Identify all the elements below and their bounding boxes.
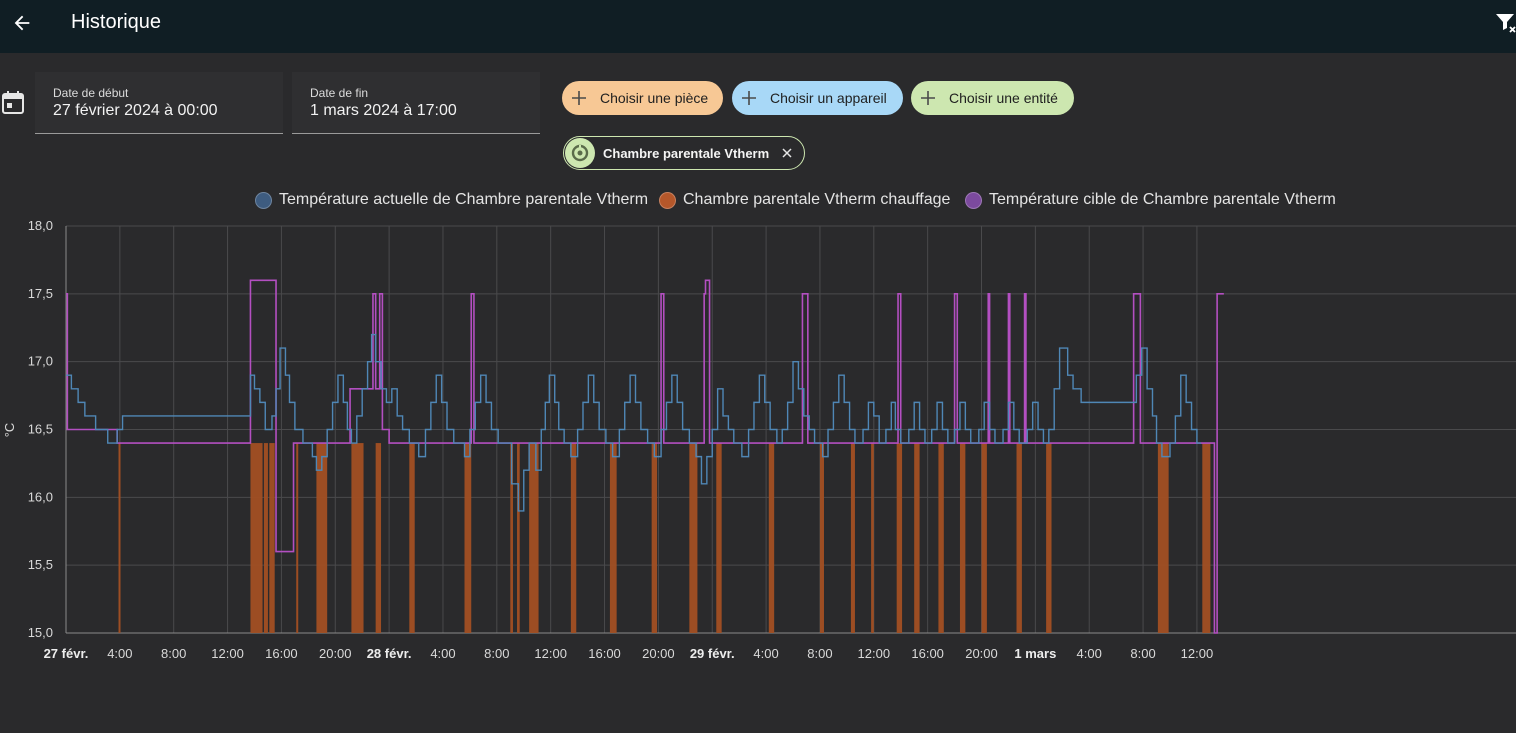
heating-bar <box>375 443 382 633</box>
thermostat-icon <box>565 138 595 168</box>
history-chart[interactable]: 15,0 15,5 16,0 16,5 17,0 17,5 18,0 27 févr. 4:00… <box>0 210 1516 680</box>
choose-entity-label: Choisir une entité <box>949 90 1058 106</box>
calendar-icon[interactable] <box>1 90 25 121</box>
y-tick-label: 15,0 <box>28 625 53 640</box>
heating-bar <box>689 443 698 633</box>
legend-label: Température cible de Chambre parentale V… <box>989 191 1336 208</box>
x-tick-label: 12:00 <box>211 646 244 661</box>
plus-icon <box>740 89 758 107</box>
heating-bar <box>850 443 855 633</box>
legend-label: Chambre parentale Vtherm chauffage <box>683 191 951 208</box>
legend-item-heating[interactable]: Chambre parentale Vtherm chauffage <box>659 189 950 211</box>
heating-bar <box>651 443 658 633</box>
actual-temp-line <box>66 333 1201 512</box>
y-tick-label: 16,5 <box>28 422 53 437</box>
heating-bar <box>1202 443 1211 633</box>
page-title: Historique <box>71 11 162 33</box>
heating-bar <box>1157 443 1169 633</box>
legend-swatch <box>659 191 676 209</box>
y-tick-label: 18,0 <box>28 218 53 233</box>
heating-bar <box>316 443 328 633</box>
legend-item-target-temp[interactable]: Température cible de Chambre parentale V… <box>965 189 1336 211</box>
x-tick-label: 8:00 <box>484 646 509 661</box>
heating-bar <box>938 443 944 633</box>
heating-bar <box>914 443 920 633</box>
heating-bar <box>250 443 263 633</box>
heating-bar <box>517 443 520 633</box>
x-tick-label: 4:00 <box>1077 646 1102 661</box>
legend-swatch <box>255 191 272 209</box>
legend-label: Température actuelle de Chambre parental… <box>279 191 649 208</box>
start-date-field[interactable]: Date de début 27 février 2024 à 00:00 <box>35 72 283 134</box>
plus-icon <box>570 89 588 107</box>
y-tick-label: 15,5 <box>28 557 53 572</box>
x-tick-label: 12:00 <box>534 646 567 661</box>
end-date-label: Date de fin <box>310 86 369 100</box>
heating-bar <box>409 443 415 633</box>
y-axis-label: °C <box>2 423 17 438</box>
heating-bar <box>296 443 299 633</box>
heating-bar <box>464 443 472 633</box>
heating-bar <box>959 443 966 633</box>
y-tick-label: 17,0 <box>28 354 53 369</box>
back-arrow-icon[interactable] <box>8 9 36 37</box>
start-date-label: Date de début <box>53 86 129 100</box>
x-tick-label: 8:00 <box>807 646 832 661</box>
x-tick-label: 16:00 <box>911 646 944 661</box>
x-tick-label: 4:00 <box>107 646 132 661</box>
heating-bar <box>716 443 722 633</box>
x-tick-label: 12:00 <box>1181 646 1214 661</box>
selected-entity-name: Chambre parentale Vtherm <box>603 145 770 161</box>
start-date-value: 27 février 2024 à 00:00 <box>53 102 218 119</box>
x-tick-label: 8:00 <box>161 646 186 661</box>
heating-bar <box>896 443 903 633</box>
heating-bar <box>269 443 275 633</box>
heating-bar <box>768 443 775 633</box>
end-date-value: 1 mars 2024 à 17:00 <box>310 102 457 119</box>
heating-bar <box>981 443 987 633</box>
x-tick-label: 27 févr. <box>44 646 89 661</box>
top-app-bar: Historique <box>0 0 1516 53</box>
target-temp-line <box>66 279 1224 634</box>
heating-bar <box>819 443 824 633</box>
legend-item-actual-temp[interactable]: Température actuelle de Chambre parental… <box>255 189 648 211</box>
selected-entity-chip[interactable]: Chambre parentale Vtherm <box>563 136 805 170</box>
heating-bar <box>263 443 268 633</box>
y-tick-label: 17,5 <box>28 286 53 301</box>
heating-bar <box>871 443 874 633</box>
x-tick-label: 20:00 <box>319 646 352 661</box>
heating-bar <box>609 443 617 633</box>
x-tick-label: 1 mars <box>1014 646 1056 661</box>
legend-swatch <box>965 191 982 209</box>
heating-bar <box>118 443 121 633</box>
x-tick-label: 8:00 <box>1130 646 1155 661</box>
remove-close-icon[interactable] <box>779 145 795 161</box>
x-tick-label: 16:00 <box>588 646 621 661</box>
x-tick-label: 28 févr. <box>367 646 412 661</box>
x-tick-label: 29 févr. <box>690 646 735 661</box>
x-tick-label: 12:00 <box>858 646 891 661</box>
x-tick-label: 4:00 <box>753 646 778 661</box>
choose-entity-button[interactable]: Choisir une entité <box>911 81 1074 115</box>
x-tick-label: 16:00 <box>265 646 298 661</box>
x-tick-label: 20:00 <box>642 646 675 661</box>
plus-icon <box>919 89 937 107</box>
heating-bar <box>510 443 513 633</box>
choose-device-button[interactable]: Choisir un appareil <box>732 81 903 115</box>
choose-room-button[interactable]: Choisir une pièce <box>562 81 723 115</box>
clear-filter-icon[interactable] <box>1493 10 1516 34</box>
x-tick-label: 20:00 <box>965 646 998 661</box>
x-tick-label: 4:00 <box>430 646 455 661</box>
choose-room-label: Choisir une pièce <box>600 90 709 106</box>
heating-bar <box>1046 443 1052 633</box>
y-tick-label: 16,0 <box>28 489 53 504</box>
heating-bar <box>529 443 539 633</box>
end-date-field[interactable]: Date de fin 1 mars 2024 à 17:00 <box>292 72 540 134</box>
choose-device-label: Choisir un appareil <box>770 90 887 106</box>
heating-bar <box>570 443 577 633</box>
heating-bar <box>1016 443 1022 633</box>
heating-bar <box>351 443 364 633</box>
